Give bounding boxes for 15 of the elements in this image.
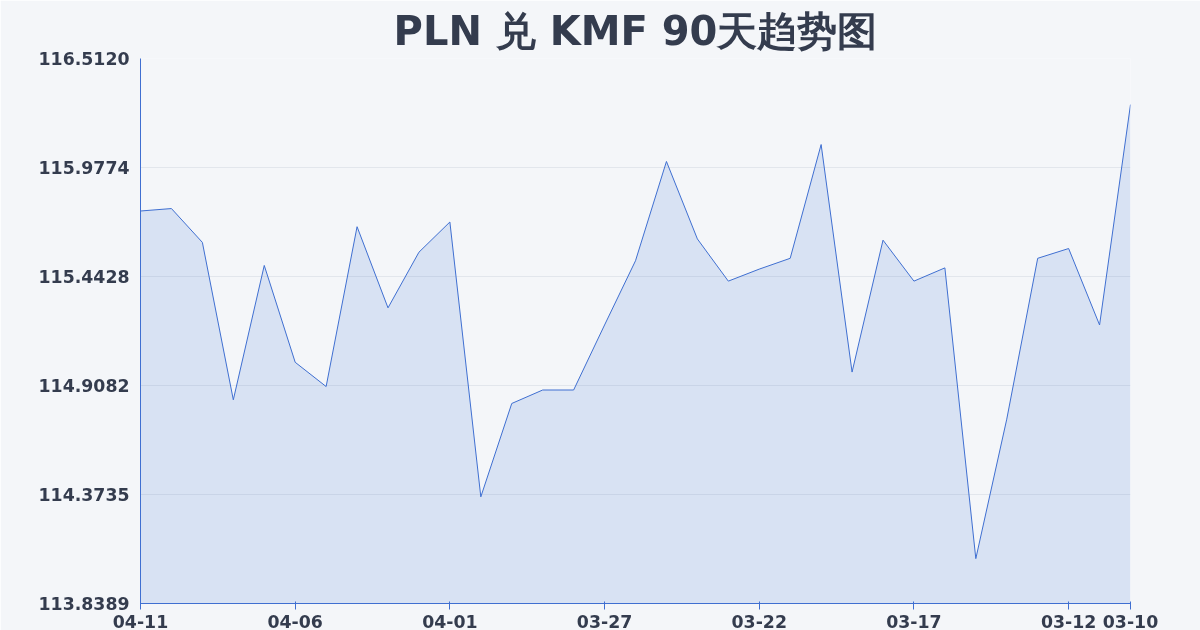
y-tick-label: 114.3735 [38, 485, 130, 505]
chart-title: PLN 兑 KMF 90天趋势图 [393, 7, 878, 54]
y-tick-label: 115.9774 [38, 158, 130, 178]
x-tick-label: 04-01 [422, 611, 478, 630]
y-tick-label: 115.4428 [38, 266, 130, 287]
x-tick-label: 03-10 [1102, 611, 1159, 630]
y-tick-label: 113.8389 [38, 594, 130, 614]
x-tick-label: 03-27 [576, 611, 633, 630]
y-tick-label: 114.9082 [38, 375, 130, 396]
x-tick-label: 03-12 [1040, 611, 1097, 630]
x-tick-label: 03-17 [886, 611, 942, 630]
x-tick-label: 03-22 [731, 611, 787, 630]
x-tick-label: 04-06 [267, 611, 323, 630]
x-tick-label: 04-11 [112, 611, 169, 630]
y-tick-label: 116.5120 [38, 49, 130, 69]
